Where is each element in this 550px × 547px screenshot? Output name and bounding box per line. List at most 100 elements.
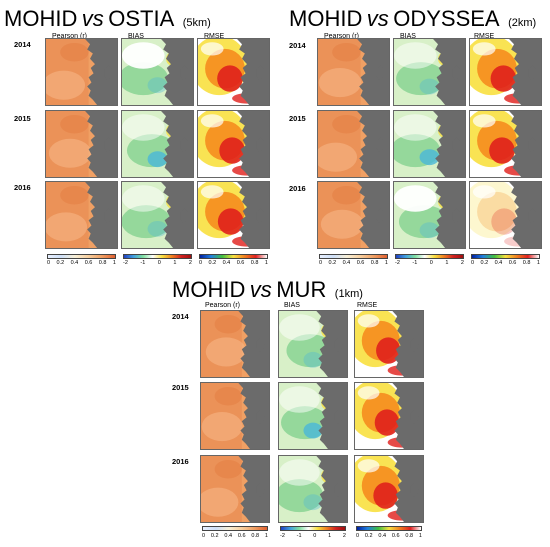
colorbar-tick-label: 0 — [429, 260, 433, 266]
colorbar-tick-label: -2 — [395, 260, 400, 266]
colorbar-tick-label: 1 — [173, 260, 177, 266]
colorbar-bias — [280, 526, 346, 531]
map-rmse — [197, 110, 270, 178]
colorbar-tick-label: 0.8 — [405, 533, 414, 539]
colorbar-tick-label: 0 — [202, 533, 206, 539]
colorbar-tick-label: 0.2 — [208, 260, 217, 266]
colorbar-tick-label: 0.6 — [356, 260, 365, 266]
panel-title: MOHID vs OSTIA (5km) — [4, 6, 211, 31]
colorbar-tick-label: 0.4 — [342, 260, 351, 266]
colorbar-tick-label: 0.6 — [236, 260, 245, 266]
colorbar-tick-label: -1 — [140, 260, 146, 266]
colorbar-tick-label: 0 — [199, 260, 203, 266]
map-pearson — [45, 181, 118, 249]
colorbar-pearson — [47, 254, 116, 259]
year-label: 2014 — [14, 40, 31, 49]
colorbar-tick-label: 0.4 — [70, 260, 79, 266]
colorbar-tick-label: 0 — [471, 260, 475, 266]
column-header-pearson: Pearson (r) — [324, 33, 360, 40]
colorbar-ticks: 0 0.2 0.4 0.6 0.8 1 — [471, 260, 540, 266]
map-rmse — [197, 181, 270, 249]
colorbar-tick-label: 0.6 — [84, 260, 93, 266]
colorbar-ticks: -2 -1 0 1 2 — [280, 533, 346, 539]
colorbar-ticks: 0 0.2 0.4 0.6 0.8 1 — [47, 260, 116, 266]
year-label: 2016 — [14, 183, 31, 192]
colorbar-tick-label: 1 — [112, 260, 116, 266]
colorbar-tick-label: 2 — [188, 260, 192, 266]
colorbar-tick-label: 0.4 — [222, 260, 231, 266]
colorbar-tick-label: 0.2 — [364, 533, 373, 539]
colorbar-tick-label: 0 — [47, 260, 51, 266]
map-rmse — [469, 110, 542, 178]
map-pearson — [317, 181, 390, 249]
colorbar-rmse — [356, 526, 422, 531]
year-label: 2015 — [289, 114, 306, 123]
map-bias — [393, 38, 466, 106]
map-pearson — [317, 110, 390, 178]
map-bias — [121, 110, 194, 178]
colorbar-ticks: 0 0.2 0.4 0.6 0.8 1 — [202, 533, 268, 539]
colorbar-tick-label: 0.8 — [250, 260, 259, 266]
colorbar-bias — [123, 254, 192, 259]
map-bias — [121, 38, 194, 106]
map-bias — [278, 310, 348, 378]
map-rmse — [354, 455, 424, 523]
year-label: 2014 — [289, 41, 306, 50]
colorbar-tick-label: 1 — [328, 533, 332, 539]
colorbar-tick-label: -2 — [280, 533, 285, 539]
colorbar-tick-label: 1 — [418, 533, 422, 539]
map-pearson — [45, 110, 118, 178]
column-header-pearson: Pearson (r) — [52, 33, 88, 40]
year-label: 2016 — [289, 184, 306, 193]
colorbar-tick-label: 0 — [313, 533, 317, 539]
colorbar-tick-label: 0.2 — [56, 260, 65, 266]
year-label: 2015 — [172, 383, 189, 392]
map-pearson — [45, 38, 118, 106]
colorbar-tick-label: 0.4 — [224, 533, 233, 539]
colorbar-ticks: -2 -1 0 1 2 — [395, 260, 464, 266]
colorbar-ticks: -2 -1 0 1 2 — [123, 260, 192, 266]
colorbar-tick-label: 0.4 — [378, 533, 387, 539]
colorbar-ticks: 0 0.2 0.4 0.6 0.8 1 — [319, 260, 388, 266]
colorbar-tick-label: 0.8 — [522, 260, 531, 266]
map-bias — [393, 181, 466, 249]
column-header-bias: BIAS — [400, 33, 416, 40]
colorbar-bias — [395, 254, 464, 259]
panel-title: MOHID vs MUR (1km) — [172, 277, 363, 302]
map-rmse — [354, 310, 424, 378]
colorbar-tick-label: 0.2 — [210, 533, 219, 539]
map-pearson — [317, 38, 390, 106]
map-bias — [393, 110, 466, 178]
colorbar-tick-label: 1 — [384, 260, 388, 266]
colorbar-tick-label: 1 — [445, 260, 449, 266]
colorbar-tick-label: 0.6 — [237, 533, 246, 539]
colorbar-tick-label: -1 — [412, 260, 418, 266]
map-bias — [121, 181, 194, 249]
year-label: 2014 — [172, 312, 189, 321]
column-header-pearson: Pearson (r) — [205, 302, 241, 309]
colorbar-tick-label: 0.4 — [494, 260, 503, 266]
colorbar-pearson — [202, 526, 268, 531]
map-bias — [278, 382, 348, 450]
column-header-rmse: RMSE — [474, 33, 495, 40]
colorbar-tick-label: 0 — [319, 260, 323, 266]
colorbar-tick-label: 2 — [342, 533, 346, 539]
column-header-rmse: RMSE — [357, 302, 378, 309]
colorbar-tick-label: 1 — [264, 533, 268, 539]
map-rmse — [197, 38, 270, 106]
map-bias — [278, 455, 348, 523]
colorbar-tick-label: 0.8 — [370, 260, 379, 266]
column-header-rmse: RMSE — [204, 33, 225, 40]
colorbar-tick-label: 0.2 — [328, 260, 337, 266]
colorbar-tick-label: 0.8 — [98, 260, 107, 266]
panel-title: MOHID vs ODYSSEA (2km) — [289, 6, 537, 31]
map-rmse — [469, 181, 542, 249]
year-label: 2015 — [14, 114, 31, 123]
colorbar-tick-label: 0.8 — [251, 533, 260, 539]
colorbar-rmse — [199, 254, 268, 259]
colorbar-ticks: 0 0.2 0.4 0.6 0.8 1 — [199, 260, 268, 266]
colorbar-tick-label: 1 — [536, 260, 540, 266]
map-pearson — [200, 310, 270, 378]
colorbar-tick-label: -1 — [296, 533, 302, 539]
colorbar-tick-label: 2 — [460, 260, 464, 266]
